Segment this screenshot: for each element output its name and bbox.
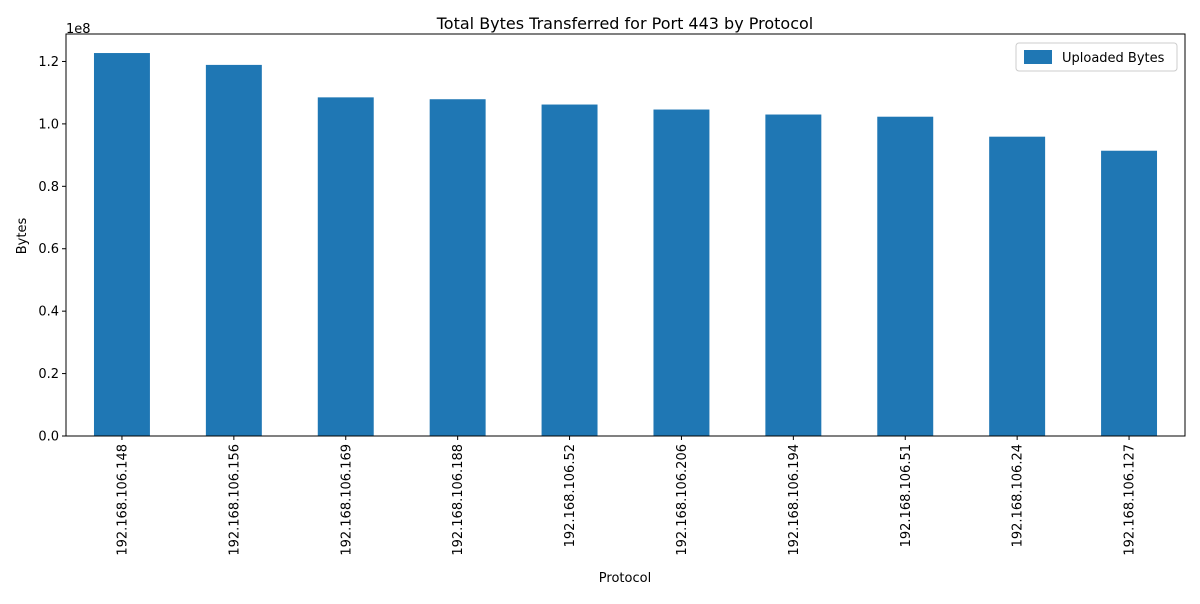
- y-tick-label: 1.0: [38, 117, 59, 132]
- y-tick-label: 0.8: [38, 180, 59, 195]
- y-tick-label: 0.4: [38, 305, 59, 320]
- legend: Uploaded Bytes: [1015, 42, 1178, 72]
- x-axis-ticks: 192.168.106.148 192.168.106.156 192.168.10…: [115, 436, 1138, 556]
- legend-swatch: [1024, 50, 1052, 64]
- y-tick-label: 0.0: [38, 430, 59, 445]
- y-axis-ticks: 0.0 0.2 0.4 0.6 0.8 1.0 1.2: [38, 55, 66, 445]
- y-axis-label: Bytes: [15, 218, 30, 255]
- x-tick-label: 192.168.106.127: [1123, 444, 1138, 556]
- y-tick-label: 1.2: [38, 55, 59, 70]
- legend-box: [1015, 42, 1178, 72]
- x-tick-label: 192.168.106.24: [1011, 444, 1026, 547]
- chart-title: Total Bytes Transferred for Port 443 by …: [436, 14, 814, 33]
- bar: [653, 109, 710, 436]
- y-tick-label: 0.6: [38, 242, 59, 257]
- x-tick-label: 192.168.106.156: [227, 444, 242, 556]
- bar: [1101, 150, 1158, 437]
- x-tick-label: 192.168.106.194: [787, 444, 802, 556]
- y-tick-label: 0.2: [38, 367, 59, 382]
- bar: [877, 116, 934, 436]
- x-tick-label: 192.168.106.52: [563, 444, 578, 547]
- legend-label: Uploaded Bytes: [1062, 51, 1165, 66]
- plot-frame: [65, 33, 1186, 437]
- bar: [93, 53, 150, 436]
- bar: [429, 99, 486, 436]
- x-tick-label: 192.168.106.206: [675, 444, 690, 556]
- x-axis-label: Protocol: [599, 571, 651, 586]
- bar: [541, 104, 598, 437]
- y-scale-offset-label: 1e8: [66, 22, 91, 37]
- x-tick-label: 192.168.106.188: [451, 444, 466, 556]
- bar: [317, 97, 374, 436]
- bars-group: [93, 53, 1158, 437]
- x-tick-label: 192.168.106.169: [339, 444, 354, 556]
- bar: [765, 114, 822, 436]
- bar: [205, 64, 262, 436]
- x-tick-label: 192.168.106.148: [115, 444, 130, 556]
- x-tick-label: 192.168.106.51: [899, 444, 914, 547]
- bar: [989, 136, 1046, 436]
